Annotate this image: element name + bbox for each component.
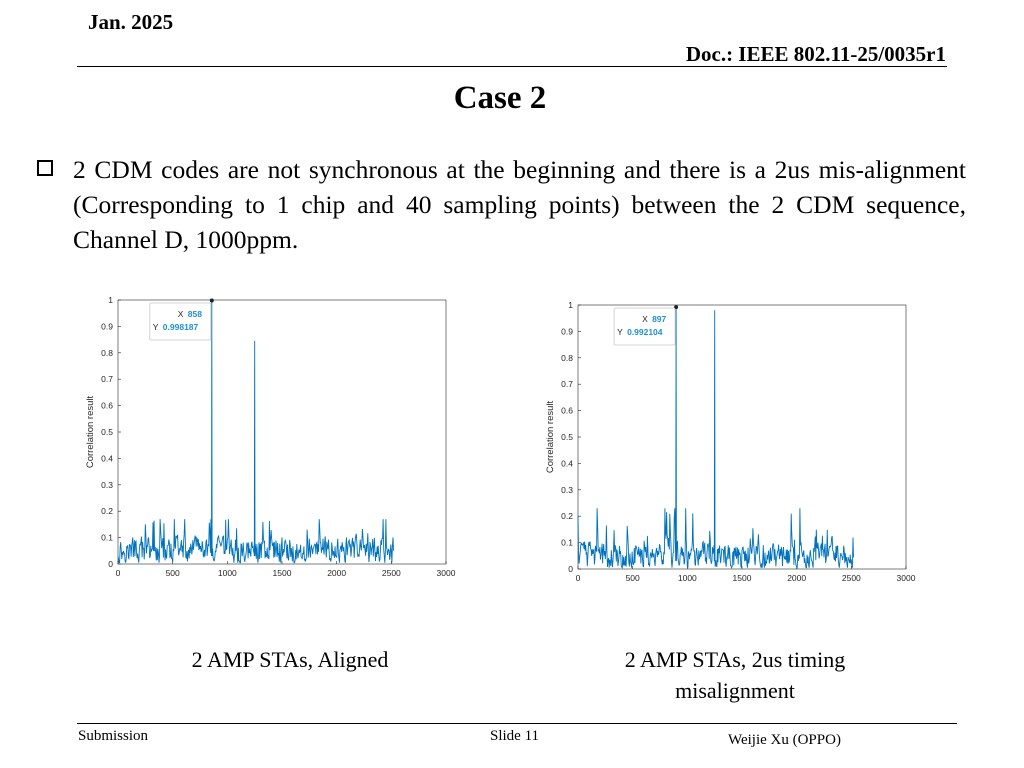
correlation-series-line: [577, 307, 854, 570]
y-axis-label: Correlation result: [85, 395, 96, 468]
header-rule: [77, 66, 947, 67]
datatip-x-value: 858: [188, 309, 202, 319]
y-tick-label: 0.6: [101, 401, 113, 411]
datatip-y-value: 0.992104: [627, 327, 663, 337]
caption-misaligned-line2: misalignment: [675, 678, 795, 703]
datatip-x-label: X: [642, 314, 648, 324]
x-tick-label: 500: [626, 573, 640, 583]
plot-area: [117, 299, 447, 565]
datatip-y-label: Y: [617, 327, 623, 337]
chart-aligned-svg: 0 500 1000 1500 2000 2500 3000 0 0.1 0.2 0.3 0.4 0.5…: [85, 295, 456, 578]
datatip-x-label: X: [178, 309, 184, 319]
footer-submission: Submission: [78, 728, 149, 744]
caption-misaligned: 2 AMP STAs, 2us timing misalignment: [580, 644, 890, 706]
correlation-chart-misaligned: 0 500 1000 1500 2000 2500 3000 0 0.1 0.2 0.3 0.4 0.5…: [540, 295, 940, 590]
x-tick-label: 2000: [787, 573, 806, 583]
y-tick-label: 0.1: [101, 533, 113, 543]
x-tick-label: 0: [576, 573, 581, 583]
y-tick-label: 0.4: [101, 453, 113, 463]
y-tick-label: 0.7: [561, 379, 573, 389]
y-tick-label: 0.9: [101, 321, 113, 331]
datatip-box: [149, 302, 212, 341]
x-tick-label: 500: [166, 568, 180, 578]
y-axis-label: Correlation result: [545, 400, 556, 473]
x-tick-label: 0: [116, 568, 121, 578]
x-tick-label: 3000: [437, 568, 456, 578]
y-tick-label: 0: [568, 564, 573, 574]
footer-slide-number: Slide 11: [490, 728, 540, 744]
y-tick-label: 0.2: [101, 506, 113, 516]
bullet-square-icon: [37, 160, 53, 176]
x-tick-label: 2000: [327, 568, 346, 578]
datatip-marker[interactable]: [674, 305, 679, 310]
y-tick-label: 0.1: [561, 538, 573, 548]
bullet-text: 2 CDM codes are not synchronous at the b…: [73, 155, 966, 254]
y-tick-label: 1: [568, 300, 573, 310]
footer-author: Weijie Xu (OPPO): [728, 732, 841, 748]
chart-misaligned-svg: 0 500 1000 1500 2000 2500 3000 0 0.1 0.2 0.3 0.4 0.5…: [545, 300, 916, 583]
y-tick-label: 0: [108, 559, 113, 569]
y-tick-label: 0.6: [561, 406, 573, 416]
slide-title: Case 2: [453, 80, 547, 116]
x-tick-label: 1000: [218, 568, 237, 578]
y-tick-label: 1: [108, 295, 113, 305]
caption-misaligned-line1: 2 AMP STAs, 2us timing: [624, 647, 846, 672]
x-tick-label: 1000: [678, 573, 697, 583]
datatip-y-label: Y: [153, 322, 159, 332]
y-tick-label: 0.3: [561, 485, 573, 495]
x-tick-label: 1500: [273, 568, 292, 578]
y-tick-label: 0.7: [101, 374, 113, 384]
x-tick-label: 1500: [733, 573, 752, 583]
y-tick-label: 0.2: [561, 511, 573, 521]
y-tick-label: 0.9: [561, 326, 573, 336]
datatip-x-value: 897: [652, 314, 666, 324]
correlation-series-line: [117, 300, 394, 564]
datatip-y-value: 0.998187: [163, 322, 199, 332]
correlation-chart-aligned: 0 500 1000 1500 2000 2500 3000 0 0.1 0.2 0.3 0.4 0.5…: [80, 290, 480, 585]
y-tick-label: 0.5: [561, 432, 573, 442]
y-tick-label: 0.3: [101, 480, 113, 490]
caption-aligned: 2 AMP STAs, Aligned: [191, 647, 389, 672]
datatip-box: [613, 307, 676, 346]
y-tick-label: 0.5: [101, 427, 113, 437]
y-tick-label: 0.8: [561, 353, 573, 363]
header-doc-id: Doc.: IEEE 802.11-25/0035r1: [685, 42, 946, 66]
x-tick-label: 3000: [897, 573, 916, 583]
header-date: Jan. 2025: [88, 10, 174, 34]
plot-area: [577, 304, 907, 570]
datatip-marker[interactable]: [209, 298, 214, 303]
footer-rule: [77, 723, 957, 724]
y-tick-label: 0.8: [101, 348, 113, 358]
y-tick-label: 0.4: [561, 458, 573, 468]
x-tick-label: 2500: [842, 573, 861, 583]
x-tick-label: 2500: [382, 568, 401, 578]
